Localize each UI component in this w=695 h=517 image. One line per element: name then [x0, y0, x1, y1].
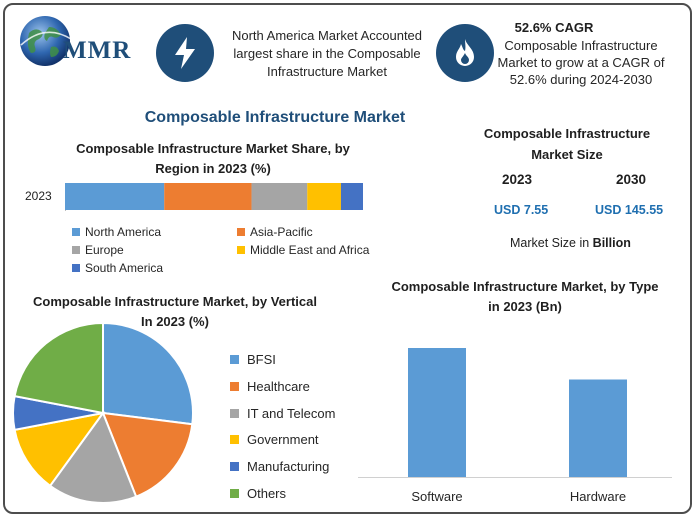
- region-chart-title: Composable Infrastructure Market Share, …: [76, 141, 350, 176]
- vertical-legend-government: Government: [230, 432, 319, 447]
- region-legend-swatch: [72, 228, 80, 236]
- vertical-legend-others: Others: [230, 486, 286, 501]
- type-bar-chart: Software Hardware: [358, 348, 672, 504]
- vertical-legend-label: Others: [247, 486, 287, 501]
- market-size-note: Market Size in Billion: [510, 236, 631, 250]
- region-stacked-bar: [65, 183, 363, 211]
- vertical-legend-label: Manufacturing: [247, 459, 330, 475]
- lightning-icon: [175, 37, 195, 69]
- region-legend-label: North America: [85, 225, 162, 239]
- region-legend-label: Middle East and Africa: [250, 243, 370, 257]
- region-legend-label: South America: [85, 261, 164, 275]
- vertical-legend-bfsi: BFSI: [230, 352, 276, 367]
- pie-slice-healthcare: [101, 411, 194, 498]
- region-legend-middle-east-and-africa: Middle East and Africa: [237, 243, 369, 257]
- vertical-pie-chart: [12, 321, 194, 504]
- market-size-note-prefix: Market Size in: [510, 236, 593, 250]
- cagr-text: Composable Infrastructure Market to grow…: [497, 38, 665, 87]
- lightning-badge: [156, 24, 214, 82]
- vertical-legend-label: Government: [247, 432, 319, 448]
- pie-slice-bfsi: [102, 321, 194, 426]
- flame-badge: [436, 24, 494, 82]
- flame-icon: [456, 39, 474, 66]
- infographic-frame: MMR North America Market Accounted large…: [3, 3, 692, 514]
- region-segment-south-america: [340, 183, 363, 210]
- vertical-legend-swatch: [230, 489, 239, 498]
- region-category-label: 2023: [25, 189, 52, 203]
- vertical-legend-swatch: [230, 462, 239, 472]
- region-legend-swatch: [237, 246, 245, 254]
- main-title: Composable Infrastructure Market: [144, 109, 406, 126]
- vertical-legend-it-and-telecom: IT and Telecom: [230, 406, 335, 421]
- type-tick-label-hardware: Hardware: [570, 489, 626, 504]
- vertical-chart-title: Composable Infrastructure Market, by Ver…: [33, 294, 317, 329]
- pie-slice-government: [13, 411, 106, 488]
- region-segment-north-america: [65, 183, 165, 210]
- region-segment-asia-pacific: [164, 183, 252, 210]
- vertical-legend-label: Healthcare: [247, 378, 310, 394]
- region-legend-label: Asia-Pacific: [250, 225, 313, 239]
- pie-slice-it-and-telecom: [48, 410, 138, 504]
- region-legend-label: Europe: [85, 243, 124, 257]
- vertical-legend-healthcare: Healthcare: [230, 379, 310, 394]
- vertical-legend-label: IT and Telecom: [247, 405, 336, 421]
- region-legend-swatch: [237, 228, 245, 236]
- region-legend-north-america: North America: [72, 225, 161, 239]
- region-segment-europe: [251, 183, 308, 210]
- market-size-2030-value: USD 145.55: [595, 203, 664, 217]
- vertical-legend-label: BFSI: [247, 352, 276, 367]
- brand-logo: MMR: [13, 11, 143, 71]
- region-legend-swatch: [72, 246, 80, 254]
- region-segment-middle-east-and-africa: [307, 183, 341, 210]
- cagr-title: 52.6% CAGR: [514, 20, 594, 35]
- region-legend-swatch: [72, 264, 80, 272]
- vertical-legend-manufacturing: Manufacturing: [230, 459, 329, 474]
- market-size-unit: Billion: [592, 236, 631, 250]
- globe-icon: [20, 16, 72, 66]
- region-legend-south-america: South America: [72, 261, 163, 275]
- vertical-legend-swatch: [230, 435, 239, 445]
- logo-text: MMR: [63, 37, 132, 64]
- north-america-highlight: North America Market Accounted largest s…: [231, 28, 423, 79]
- type-bar-hardware: [569, 379, 627, 477]
- market-size-title: Composable Infrastructure Market Size: [483, 126, 651, 162]
- type-tick-label-software: Software: [411, 489, 462, 504]
- region-legend-europe: Europe: [72, 243, 124, 257]
- year-2023-label: 2023: [502, 172, 533, 187]
- vertical-legend-swatch: [230, 355, 239, 364]
- vertical-legend-swatch: [230, 408, 239, 418]
- region-legend-asia-pacific: Asia-Pacific: [237, 225, 313, 239]
- type-chart-title: Composable Infrastructure Market, by Typ…: [391, 279, 659, 314]
- vertical-legend-swatch: [230, 381, 239, 391]
- type-bar-software: [408, 348, 466, 477]
- year-2030-label: 2030: [616, 172, 647, 187]
- market-size-2023-value: USD 7.55: [494, 203, 549, 217]
- pie-slice-others: [13, 321, 104, 415]
